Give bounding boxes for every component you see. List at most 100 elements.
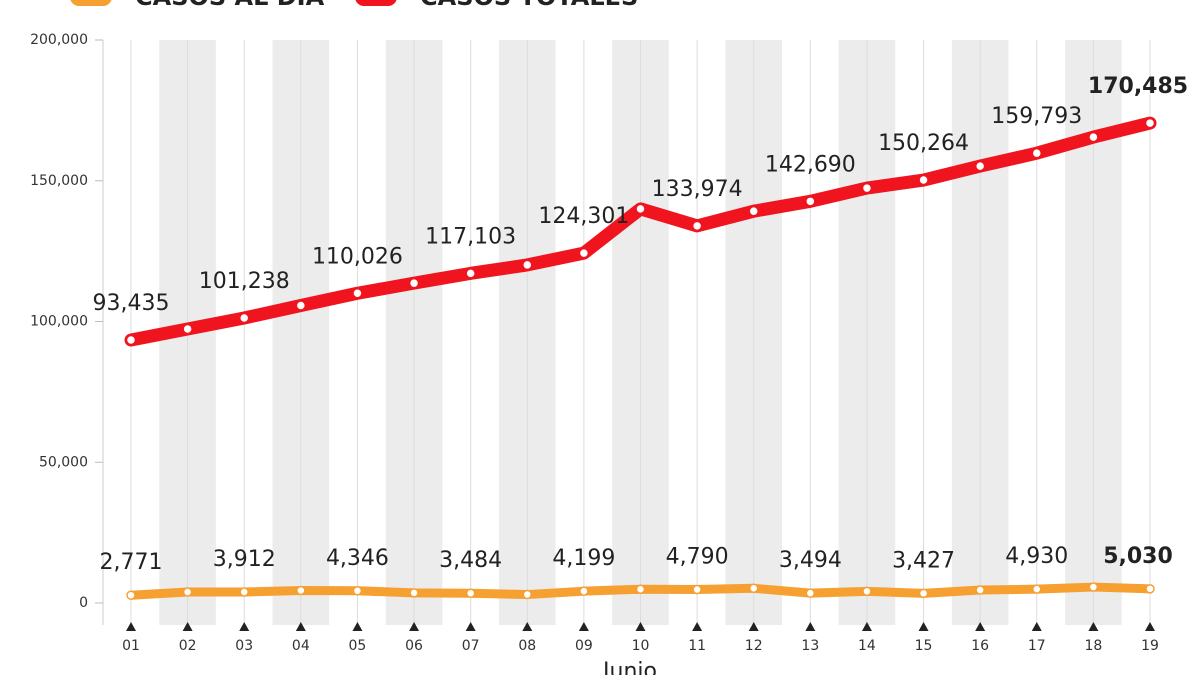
data-label: 110,026 <box>312 244 403 269</box>
point <box>862 586 872 597</box>
point <box>1145 584 1155 594</box>
point <box>408 277 420 289</box>
x-tick-marker <box>692 622 703 631</box>
data-label: 142,690 <box>765 152 856 177</box>
point <box>239 587 249 597</box>
x-tick-label: 07 <box>462 638 480 654</box>
point <box>692 584 702 595</box>
point <box>1032 584 1042 594</box>
point <box>918 174 929 186</box>
point <box>296 585 306 596</box>
point <box>295 300 307 311</box>
point <box>352 586 363 596</box>
point <box>1088 582 1099 592</box>
point <box>1144 117 1156 129</box>
data-label: 124,301 <box>538 204 629 229</box>
data-label: 4,346 <box>326 546 389 571</box>
x-tick-marker <box>861 622 872 631</box>
point <box>635 203 646 215</box>
data-label: 150,264 <box>878 131 969 156</box>
x-tick-marker <box>918 622 929 631</box>
point <box>918 588 929 599</box>
x-tick-label: 06 <box>405 638 423 654</box>
point <box>691 220 703 232</box>
x-tick-label: 05 <box>349 638 367 654</box>
data-label: 3,912 <box>213 547 276 572</box>
x-tick-label: 02 <box>179 638 197 654</box>
point <box>974 160 986 172</box>
x-tick-marker <box>352 622 363 631</box>
x-tick-label: 19 <box>1141 638 1159 654</box>
x-tick-marker <box>975 622 986 631</box>
x-tick-label: 09 <box>575 638 593 654</box>
point <box>182 587 193 597</box>
x-tick-label: 11 <box>688 638 706 654</box>
data-label: 5,030 <box>1103 544 1173 569</box>
point <box>578 247 590 259</box>
y-tick-label: 100,000 <box>30 314 88 330</box>
point <box>748 205 759 217</box>
x-tick-label: 08 <box>518 638 536 654</box>
legend-swatch <box>355 0 397 6</box>
x-tick-label: 17 <box>1028 638 1046 654</box>
point <box>579 586 589 596</box>
x-tick-marker <box>239 622 250 631</box>
data-label: 3,484 <box>439 548 502 573</box>
point <box>805 196 816 207</box>
y-tick-label: 0 <box>79 595 88 611</box>
data-label: 3,427 <box>892 548 955 573</box>
data-label: 133,974 <box>652 177 743 202</box>
x-tick-label: 01 <box>122 638 140 654</box>
x-tick-marker <box>126 622 136 631</box>
data-label: 93,435 <box>93 291 170 316</box>
point <box>465 268 476 279</box>
data-label: 101,238 <box>199 269 290 294</box>
point <box>125 334 137 346</box>
data-label: 3,494 <box>779 548 842 573</box>
x-tick-marker <box>1088 622 1099 631</box>
point <box>635 584 646 595</box>
point <box>409 588 419 598</box>
x-tick-marker <box>409 622 420 631</box>
point <box>805 588 816 598</box>
x-tick-label: 14 <box>858 638 876 654</box>
x-tick-marker <box>578 622 589 631</box>
data-label: 4,790 <box>666 545 729 570</box>
point <box>182 323 193 335</box>
data-label: 4,199 <box>552 546 615 571</box>
x-tick-label: 03 <box>235 638 253 654</box>
point <box>352 288 363 299</box>
x-tick-label: 16 <box>971 638 989 654</box>
x-tick-marker <box>465 622 476 631</box>
point <box>522 589 533 600</box>
y-tick-label: 50,000 <box>39 454 88 470</box>
x-tick-marker <box>182 622 193 631</box>
data-label: 2,771 <box>100 550 163 575</box>
point <box>975 585 985 595</box>
data-label: 117,103 <box>425 224 516 249</box>
data-label: 159,793 <box>991 104 1082 129</box>
point <box>238 312 250 324</box>
point <box>861 182 873 194</box>
point <box>1031 147 1043 159</box>
legend-label: CASOS TOTALES <box>420 0 638 11</box>
legend-label: CASOS AL DÍA <box>135 0 325 11</box>
x-tick-label: 04 <box>292 638 310 654</box>
point <box>126 590 136 600</box>
x-tick-marker <box>295 622 306 631</box>
x-tick-marker <box>1145 622 1155 631</box>
x-tick-marker <box>1031 622 1042 631</box>
point <box>465 588 476 598</box>
point <box>1088 131 1099 143</box>
data-label: 4,930 <box>1005 544 1068 569</box>
x-tick-marker <box>522 622 533 631</box>
x-tick-marker <box>748 622 759 631</box>
y-tick-label: 150,000 <box>30 173 88 189</box>
data-label: 170,485 <box>1088 74 1188 99</box>
legend-swatch <box>70 0 112 6</box>
point <box>748 583 759 594</box>
x-tick-label: 13 <box>801 638 819 654</box>
x-axis-label: Junio <box>601 659 657 675</box>
y-tick-label: 200,000 <box>30 32 88 48</box>
